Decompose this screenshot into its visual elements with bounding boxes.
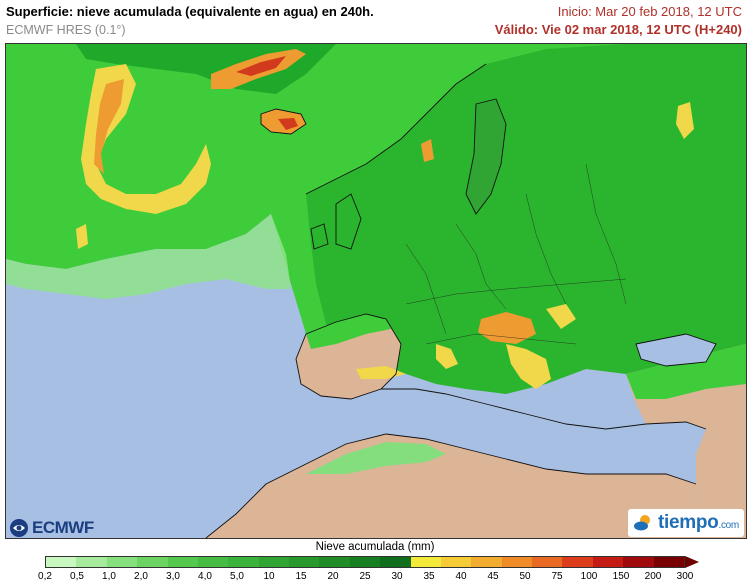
legend-swatch (46, 557, 77, 567)
legend-tick-label: 5,0 (230, 571, 244, 582)
legend-swatch (197, 557, 229, 567)
legend-tick-label: 25 (359, 571, 371, 582)
legend-tick-label: 35 (423, 571, 435, 582)
legend-swatch (653, 557, 684, 567)
init-time: Inicio: Mar 20 feb 2018, 12 UTC (557, 4, 742, 19)
scandinavia-orange (421, 139, 434, 162)
ural-yellow (676, 102, 694, 139)
legend-swatch (319, 557, 350, 567)
black-sea (636, 334, 716, 366)
ecmwf-emblem-icon (10, 519, 28, 537)
legend-tick-label: 15 (295, 571, 307, 582)
legend-swatch (562, 557, 593, 567)
atlas-snow (306, 442, 446, 474)
legend-swatch (289, 557, 320, 567)
balkans-snow (506, 344, 551, 389)
legend-swatch (592, 557, 624, 567)
country-borders (405, 163, 627, 345)
iberia-snow (306, 314, 391, 349)
coastlines (205, 63, 717, 538)
legend-tick-label: 40 (455, 571, 467, 582)
legend-tick-label: 200 (644, 571, 662, 582)
carpathian-snow (546, 304, 576, 329)
mediterranean-sea (381, 389, 706, 469)
pyrenees-snow (356, 366, 406, 379)
legend-tick-label: 10 (263, 571, 275, 582)
legend-tick-label: 0,5 (70, 571, 84, 582)
legend-tick-label: 45 (487, 571, 499, 582)
legend-tick-label: 1,0 (102, 571, 116, 582)
ecmwf-logo-text: ECMWF (32, 518, 94, 537)
legend-swatch (228, 557, 259, 567)
legend-tick-label: 75 (551, 571, 563, 582)
europe-snow (306, 44, 746, 394)
atlantic-orange-core (94, 79, 124, 174)
baltic-sea (466, 99, 506, 214)
legend-tick-label: 50 (519, 571, 531, 582)
color-legend (45, 556, 685, 568)
ecmwf-logo: ECMWF (9, 518, 94, 538)
legend-tick-label: 20 (327, 571, 339, 582)
legend-tick-label: 4,0 (198, 571, 212, 582)
legend-title: Nieve acumulada (mm) (315, 541, 435, 553)
legend-overflow-arrow (685, 556, 699, 568)
legend-swatch (440, 557, 472, 567)
tiempo-logo: tiempo.com (628, 509, 744, 537)
tiempo-logo-text: tiempo.com (658, 512, 739, 533)
map-title: Superficie: nieve acumulada (equivalente… (6, 4, 374, 19)
legend-swatch (167, 557, 198, 567)
apennine-snow (436, 344, 458, 369)
legend-tick-label: 3,0 (166, 571, 180, 582)
atlantic-yellow-small (76, 224, 88, 249)
north-red-core (236, 56, 286, 76)
alps-snow (478, 312, 536, 344)
legend-swatch (76, 557, 107, 567)
legend-tick-label: 30 (391, 571, 403, 582)
legend-tick-label: 0,2 (38, 571, 52, 582)
legend-tick-label: 100 (580, 571, 598, 582)
legend-swatch (471, 557, 502, 567)
model-label: ECMWF HRES (0.1°) (6, 23, 126, 37)
legend-swatch (532, 557, 563, 567)
legend-swatch (380, 557, 411, 567)
atlantic-snow-edge (6, 214, 291, 299)
legend-tick-label: 300 (676, 571, 694, 582)
iceland-core (278, 118, 298, 130)
legend-swatch (501, 557, 532, 567)
legend-tick-label: 2,0 (134, 571, 148, 582)
legend-ticks: 0,2 0,5 1,0 2,0 3,0 4,0 5,0 10 15 20 25 30 35 40 45 50 7… (0, 571, 750, 585)
legend-swatch (349, 557, 381, 567)
valid-time: Válido: Vie 02 mar 2018, 12 UTC (H+240) (494, 22, 742, 37)
legend-swatch (410, 557, 441, 567)
legend-swatch (623, 557, 654, 567)
north-africa-land (206, 434, 706, 538)
turkey-snow (626, 344, 746, 399)
sun-cloud-icon (634, 515, 650, 531)
forecast-map (5, 43, 747, 539)
legend-swatch (137, 557, 168, 567)
legend-tick-label: 150 (612, 571, 630, 582)
legend-swatch (106, 557, 138, 567)
legend-swatch (258, 557, 289, 567)
